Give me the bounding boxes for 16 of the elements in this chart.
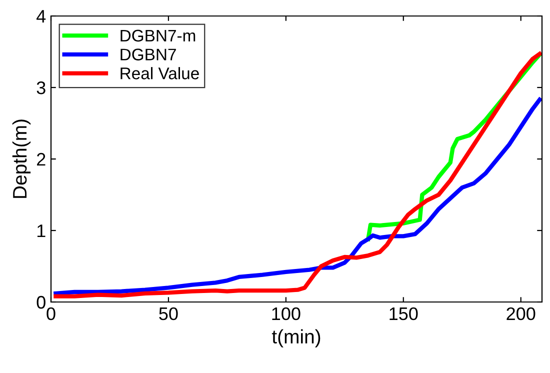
y-tick-label: 0 [36,296,46,309]
x-tick-label: 0 [46,307,56,320]
y-tick-label: 3 [36,81,46,94]
x-tick-label: 200 [506,307,536,320]
y-tick-label: 4 [36,10,46,23]
legend-label: DGBN7-m [120,30,196,42]
x-tick-label: 50 [159,307,178,320]
legend-label: DGBN7 [120,48,176,60]
y-tick-label: 1 [37,224,46,238]
y-axis-title: Depth(m) [12,120,31,198]
x-tick-label: 150 [390,307,418,320]
x-tick-label: 100 [272,307,300,320]
line-series [54,98,542,296]
y-tick-label: 2 [37,152,46,166]
x-axis-title: t(min) [272,329,320,348]
legend-label: Real Value [120,67,199,80]
